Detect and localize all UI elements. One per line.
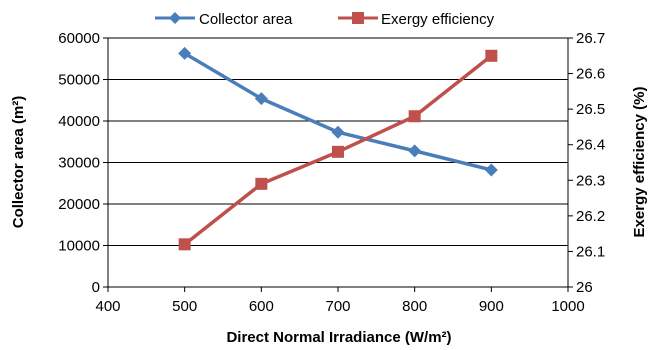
x-tick-label: 800 (402, 298, 427, 315)
y2-tick-label: 26.3 (576, 172, 605, 189)
legend-label-exergy-efficiency: Exergy efficiency (381, 11, 495, 28)
y2-tick-label: 26.6 (576, 66, 605, 83)
y-tick-label: 60000 (58, 30, 100, 47)
y2-tick-label: 26 (576, 279, 593, 296)
y-tick-label: 40000 (58, 113, 100, 130)
gridlines (108, 37, 568, 246)
y-tick-label: 50000 (58, 72, 100, 89)
data-point (178, 238, 191, 251)
series-collector-area (178, 46, 498, 177)
x-tick-labels: 400 500 600 700 800 900 1000 (95, 298, 584, 315)
y-tick-label: 10000 (58, 238, 100, 255)
legend-marker-exergy-efficiency (352, 12, 364, 24)
x-tick-label: 700 (325, 298, 350, 315)
y-tick-labels: 0 10000 20000 30000 40000 50000 60000 (58, 30, 100, 296)
x-tick-label: 400 (95, 298, 120, 315)
x-tick-label: 500 (172, 298, 197, 315)
y-axis-title: Collector area (m²) (10, 96, 27, 229)
x-tick-label: 1000 (551, 298, 584, 315)
data-point (331, 125, 345, 139)
data-point (408, 110, 421, 123)
data-point (255, 177, 268, 190)
y2-tick-label: 26.4 (576, 137, 605, 154)
y2-tick-label: 26.7 (576, 30, 605, 47)
series-layer (178, 46, 498, 251)
data-point (254, 92, 268, 106)
y2-tick-label: 26.2 (576, 208, 605, 225)
y2-tick-label: 26.1 (576, 243, 605, 260)
y-tick-label: 20000 (58, 196, 100, 213)
data-point (485, 49, 498, 62)
axes (103, 37, 573, 292)
data-point (178, 46, 192, 60)
x-axis-title: Direct Normal Irradiance (W/m²) (226, 329, 451, 346)
data-point (332, 145, 344, 158)
x-tick-label: 600 (249, 298, 274, 315)
y-tick-label: 0 (92, 279, 100, 296)
series-exergy-efficiency (178, 49, 498, 251)
legend-marker-collector-area (169, 12, 181, 24)
x-tick-label: 900 (479, 298, 504, 315)
legend-label-collector-area: Collector area (199, 11, 293, 28)
y2-axis-title: Exergy efficiency (%) (631, 87, 648, 238)
y2-tick-labels: 26 26.1 26.2 26.3 26.4 26.5 26.6 26.7 (576, 30, 605, 296)
legend-item-exergy-efficiency: Exergy efficiency (338, 11, 495, 28)
legend-item-collector-area: Collector area (155, 11, 293, 28)
data-point (484, 163, 498, 177)
y2-tick-label: 26.5 (576, 101, 605, 118)
legend: Collector area Exergy efficiency (155, 11, 495, 28)
data-point (408, 144, 422, 158)
y-tick-label: 30000 (58, 155, 100, 172)
